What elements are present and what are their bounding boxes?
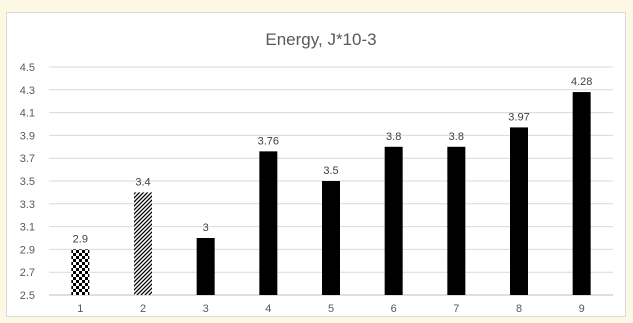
y-tick-label: 2.7 [20,267,35,279]
y-tick-label: 4.1 [20,108,35,120]
chart-frame: Energy, J*10-3 2.5 2.7 2.9 3.1 3.3 3.5 3.7 3.9 4… [6,12,626,317]
data-labels: 2.9 3.4 3 3.76 3.5 3.8 3.8 3.97 4.28 [73,76,593,245]
x-tick-label: 8 [516,303,522,315]
y-tick-label: 3.1 [20,222,35,234]
x-tick-label: 4 [265,303,271,315]
x-tick-label: 7 [453,303,459,315]
y-axis-ticks: 2.5 2.7 2.9 3.1 3.3 3.5 3.7 3.9 4.1 4.3 4.5 [20,62,35,302]
chart-title: Energy, J*10-3 [265,30,376,49]
bar [447,146,466,295]
data-label: 3.76 [258,135,279,147]
bar [384,146,403,295]
x-tick-label: 6 [391,303,397,315]
bar-chart: Energy, J*10-3 2.5 2.7 2.9 3.1 3.3 3.5 3.7 3.9 4… [20,30,613,315]
y-tick-label: 3.7 [20,153,35,165]
x-axis-ticks: 1 2 3 4 5 6 7 8 9 [77,303,584,315]
x-tick-label: 9 [579,303,585,315]
y-tick-label: 3.5 [20,176,35,188]
data-label: 3.8 [449,131,464,143]
y-tick-label: 4.3 [20,85,35,97]
x-tick-label: 5 [328,303,334,315]
data-label: 3.97 [508,111,529,123]
data-label: 3.8 [386,131,401,143]
bars [71,92,591,295]
x-tick-label: 3 [203,303,209,315]
y-tick-label: 2.9 [20,244,35,256]
bar [196,238,215,295]
data-label: 3.5 [323,165,338,177]
x-tick-label: 2 [140,303,146,315]
bar [71,249,90,295]
bar [510,127,528,295]
y-tick-label: 3.3 [20,199,35,211]
y-tick-label: 2.5 [20,290,35,302]
bar [259,151,278,295]
data-label: 4.28 [571,76,592,88]
x-tick-label: 1 [77,303,83,315]
bar [572,92,591,295]
bar [134,192,152,295]
data-label: 3 [203,222,209,234]
y-tick-label: 4.5 [20,62,35,74]
data-label: 2.9 [73,233,88,245]
y-tick-label: 3.9 [20,130,35,142]
bar [322,181,340,295]
data-label: 3.4 [135,176,150,188]
